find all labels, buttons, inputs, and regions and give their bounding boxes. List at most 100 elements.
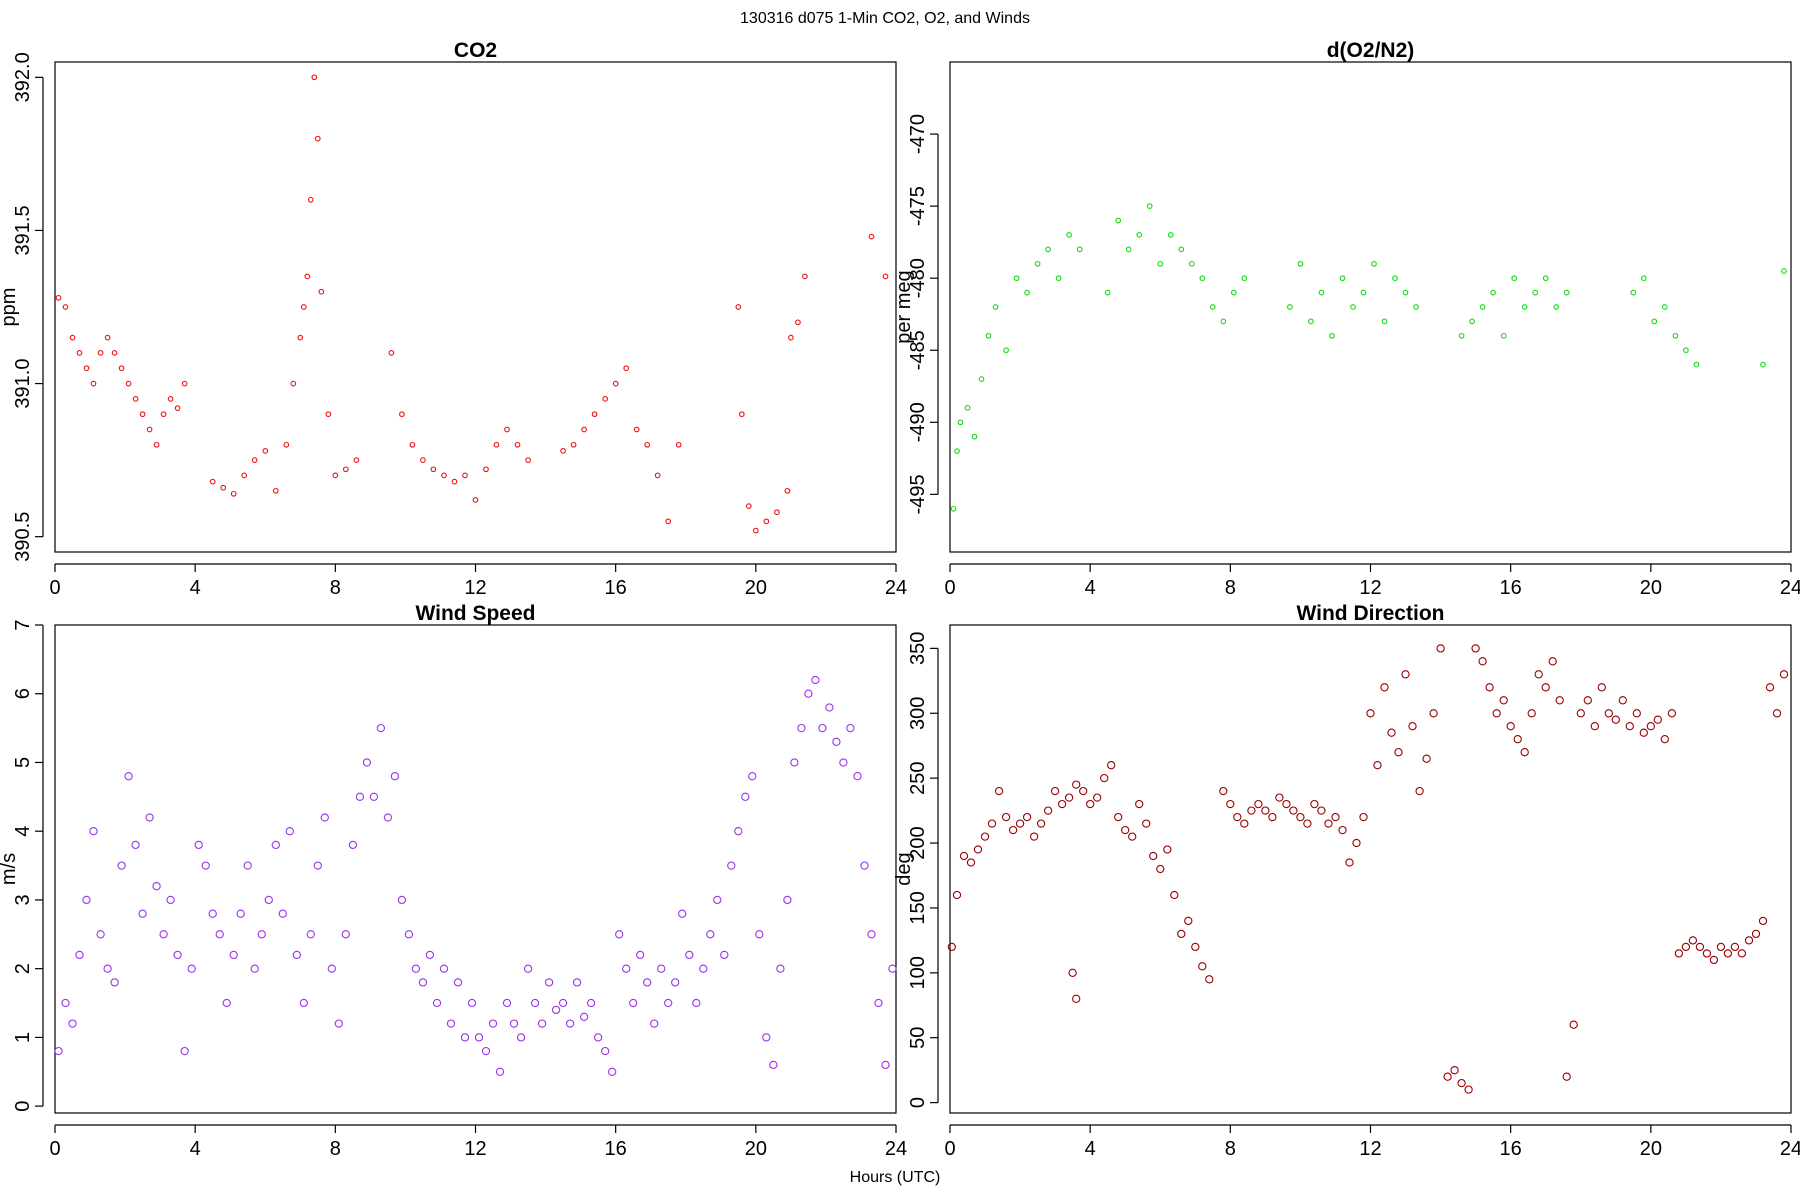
co2-data-point	[591, 411, 598, 418]
o2n2-data-point	[1760, 361, 1766, 368]
co2-data-point	[738, 411, 745, 418]
wind-speed-data-point	[755, 930, 764, 939]
wind-speed-data-point	[341, 930, 350, 939]
o2n2-data-point	[957, 419, 964, 426]
o2n2-data-point	[1381, 318, 1388, 325]
wind-direction-data-point	[1646, 722, 1655, 731]
wind-speed-data-point	[811, 675, 820, 685]
wind-speed-data-point	[327, 964, 336, 973]
co2-y-tick-label: 391.5	[12, 205, 34, 255]
wind-direction-data-point	[1688, 936, 1698, 945]
co2-data-point	[675, 441, 682, 448]
wind-speed-data-point	[292, 950, 301, 960]
o2n2-data-point	[1013, 275, 1020, 282]
wind-direction-data-point	[959, 851, 969, 861]
co2-data-point	[307, 196, 314, 203]
wind-speed-data-point	[348, 840, 358, 850]
wind-direction-y-tick-label: 150	[907, 891, 929, 924]
co2-data-point	[125, 380, 132, 387]
wind-speed-data-point	[75, 950, 84, 960]
co2-data-point	[774, 509, 780, 516]
wind-speed-data-point	[397, 895, 407, 905]
wind-direction-data-point	[1751, 929, 1761, 939]
wind-direction-data-point	[980, 832, 990, 841]
o2n2-data-point	[1199, 275, 1206, 282]
wind-speed-data-point	[615, 930, 624, 939]
co2-data-point	[441, 472, 447, 479]
wind-direction-data-point	[1779, 670, 1789, 679]
co2-data-point	[388, 350, 395, 356]
co2-y-tick-label: 391.0	[12, 359, 34, 409]
wind-speed-x-tick-label: 16	[605, 1138, 627, 1160]
wind-speed-y-tick-label: 5	[12, 757, 34, 768]
wind-speed-data-point	[467, 998, 477, 1008]
wind-direction-data-point	[1590, 722, 1599, 731]
wind-speed-y-tick-label: 3	[12, 894, 34, 905]
wind-speed-data-point	[474, 1033, 484, 1042]
wind-speed-data-point	[96, 930, 105, 939]
wind-direction-data-point	[1072, 780, 1081, 789]
co2-data-point	[882, 273, 889, 280]
co2-data-point	[602, 396, 609, 402]
o2n2-data-point	[1553, 304, 1560, 310]
wind-speed-data-point	[586, 998, 596, 1008]
co2-data-point	[514, 441, 521, 448]
wind-speed-title: Wind Speed	[416, 602, 536, 625]
wind-speed-data-point	[229, 950, 238, 960]
o2n2-data-point	[1683, 347, 1689, 354]
wind-speed-data-point	[636, 950, 645, 960]
co2-data-point	[153, 441, 160, 448]
wind-speed-data-point	[825, 703, 834, 712]
wind-speed-plot-frame	[54, 624, 897, 1114]
o2n2-data-point	[1640, 275, 1647, 282]
co2-y-tick-label: 390.5	[12, 512, 34, 562]
co2-data-point	[104, 334, 111, 341]
wind-direction-data-point	[1289, 806, 1298, 815]
wind-speed-x-tick-label: 12	[464, 1138, 486, 1160]
wind-speed-data-point	[418, 978, 428, 987]
co2-data-point	[752, 527, 759, 534]
co2-data-point	[560, 448, 566, 454]
wind-direction-data-point	[1268, 812, 1277, 822]
wind-speed-y-tick-label: 7	[12, 619, 34, 630]
co2-title: CO2	[454, 39, 497, 62]
wind-direction-y-tick-label: 100	[907, 956, 929, 989]
o2n2-data-point	[1188, 260, 1195, 267]
wind-direction-data-point	[1226, 799, 1235, 809]
wind-direction-data-point	[1114, 812, 1123, 822]
wind-direction-data-point	[1765, 683, 1775, 692]
wind-direction-data-point	[1520, 748, 1529, 757]
wind-speed-data-point	[362, 758, 372, 767]
wind-speed-data-point	[215, 930, 224, 939]
co2-data-point	[118, 365, 125, 372]
o2n2-data-point	[1781, 268, 1787, 274]
wind-speed-data-point	[713, 895, 722, 905]
wind-direction-data-point	[1408, 722, 1417, 731]
wind-direction-data-point	[1282, 799, 1291, 809]
wind-speed-data-point	[678, 909, 687, 918]
o2n2-data-point	[1045, 246, 1051, 253]
wind-speed-x-tick-label: 20	[745, 1138, 767, 1160]
wind-direction-data-point	[1744, 936, 1754, 945]
wind-direction-data-point	[1072, 994, 1081, 1003]
wind-direction-data-point	[1702, 949, 1712, 958]
wind-direction-data-point	[1198, 962, 1207, 971]
wind-direction-data-point	[1436, 644, 1445, 653]
wind-direction-data-point	[1036, 819, 1046, 828]
wind-speed-data-point	[551, 1005, 561, 1015]
wind-direction-panel: Wind Direction 0 4 8 12 16 20 24 0 50 100 150 200 250…	[893, 602, 1800, 1160]
co2-data-point	[735, 304, 742, 310]
co2-data-point	[230, 490, 237, 497]
wind-speed-data-point	[222, 998, 231, 1008]
wind-speed-y-tick-label: 0	[12, 1101, 34, 1112]
co2-data-point	[241, 472, 248, 479]
wind-speed-data-point	[671, 978, 680, 987]
wind-direction-data-point	[1576, 709, 1585, 718]
wind-direction-data-point	[1043, 806, 1053, 815]
wind-speed-data-point	[734, 827, 743, 836]
wind-direction-data-point	[1310, 799, 1319, 809]
wind-direction-data-point	[1415, 786, 1424, 796]
wind-direction-data-point	[1001, 812, 1011, 822]
wind-direction-data-point	[1057, 799, 1067, 809]
